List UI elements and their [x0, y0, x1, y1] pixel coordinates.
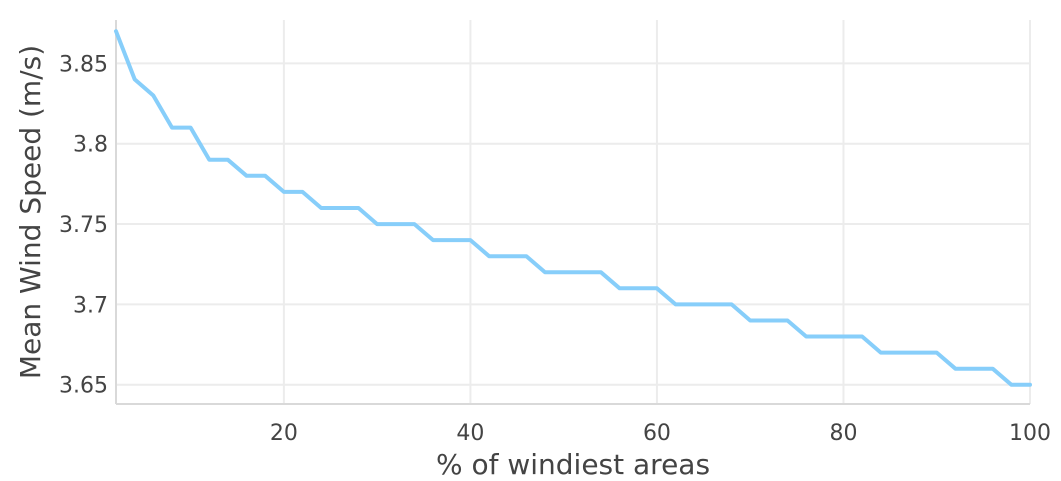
x-tick-label: 100 [1009, 421, 1051, 446]
y-tick-labels: 3.65 3.7 3.75 3.8 3.85 [59, 52, 108, 398]
x-tick-label: 40 [456, 421, 484, 446]
x-gridlines [282, 20, 1031, 404]
y-tick-label: 3.65 [59, 374, 108, 399]
y-gridlines [116, 62, 1030, 386]
y-tick-label: 3.8 [73, 133, 108, 158]
series-line-0 [114, 29, 1032, 387]
series-group [114, 29, 1032, 387]
x-axis-title: % of windiest areas [436, 448, 710, 481]
x-tick-label: 80 [829, 421, 857, 446]
x-tick-label: 60 [643, 421, 671, 446]
y-tick-label: 3.85 [59, 52, 108, 77]
y-tick-label: 3.75 [59, 213, 108, 238]
y-axis-title: Mean Wind Speed (m/s) [14, 45, 47, 379]
x-tick-labels: 20 40 60 80 100 [270, 421, 1051, 446]
x-tick-label: 20 [270, 421, 298, 446]
y-tick-label: 3.7 [73, 293, 108, 318]
